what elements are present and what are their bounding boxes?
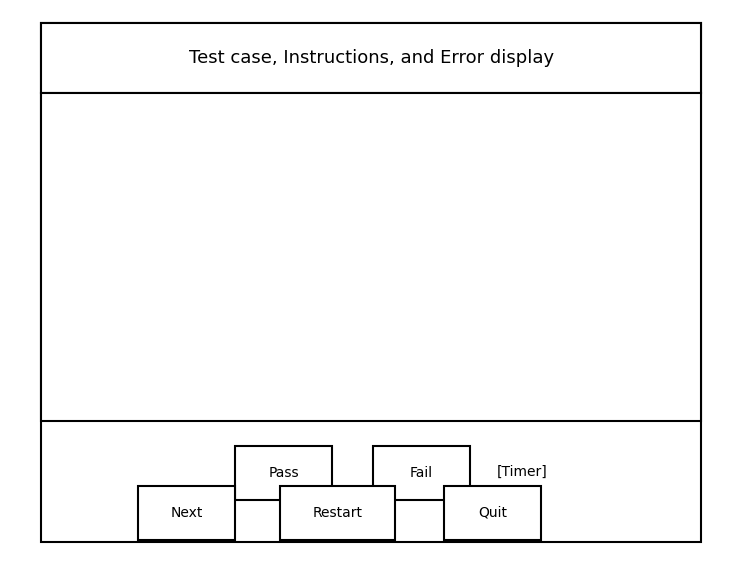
Text: Restart: Restart	[313, 506, 363, 520]
Text: Quit: Quit	[478, 506, 507, 520]
Bar	[373, 446, 470, 500]
Text: [Timer]: [Timer]	[497, 465, 548, 479]
Bar	[235, 446, 332, 500]
Bar	[444, 486, 541, 540]
Bar	[41, 23, 701, 93]
Bar	[280, 486, 395, 540]
Text: Fail: Fail	[410, 466, 433, 480]
Bar	[138, 486, 235, 540]
Bar	[41, 23, 701, 542]
Text: Test case, Instructions, and Error display: Test case, Instructions, and Error displ…	[189, 49, 554, 67]
Text: Next: Next	[170, 506, 203, 520]
Text: Pass: Pass	[268, 466, 299, 480]
Bar	[41, 93, 701, 421]
